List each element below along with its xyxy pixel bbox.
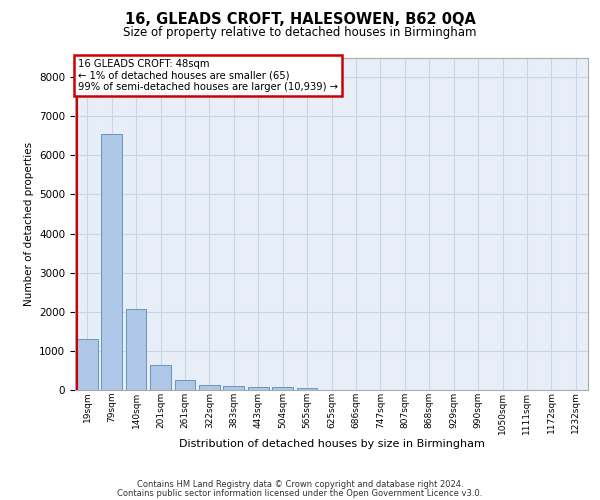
Text: Contains public sector information licensed under the Open Government Licence v3: Contains public sector information licen…: [118, 488, 482, 498]
X-axis label: Distribution of detached houses by size in Birmingham: Distribution of detached houses by size …: [179, 439, 484, 449]
Bar: [296, 388, 317, 390]
Bar: [101, 134, 122, 390]
Bar: [199, 384, 220, 390]
Text: 16 GLEADS CROFT: 48sqm
← 1% of detached houses are smaller (65)
99% of semi-deta: 16 GLEADS CROFT: 48sqm ← 1% of detached …: [77, 59, 338, 92]
Bar: [175, 380, 196, 390]
Bar: [248, 387, 269, 390]
Text: Contains HM Land Registry data © Crown copyright and database right 2024.: Contains HM Land Registry data © Crown c…: [137, 480, 463, 489]
Bar: [125, 308, 146, 390]
Text: Size of property relative to detached houses in Birmingham: Size of property relative to detached ho…: [123, 26, 477, 39]
Bar: [272, 388, 293, 390]
Bar: [77, 339, 98, 390]
Y-axis label: Number of detached properties: Number of detached properties: [23, 142, 34, 306]
Text: 16, GLEADS CROFT, HALESOWEN, B62 0QA: 16, GLEADS CROFT, HALESOWEN, B62 0QA: [125, 12, 475, 28]
Bar: [150, 364, 171, 390]
Bar: [223, 386, 244, 390]
